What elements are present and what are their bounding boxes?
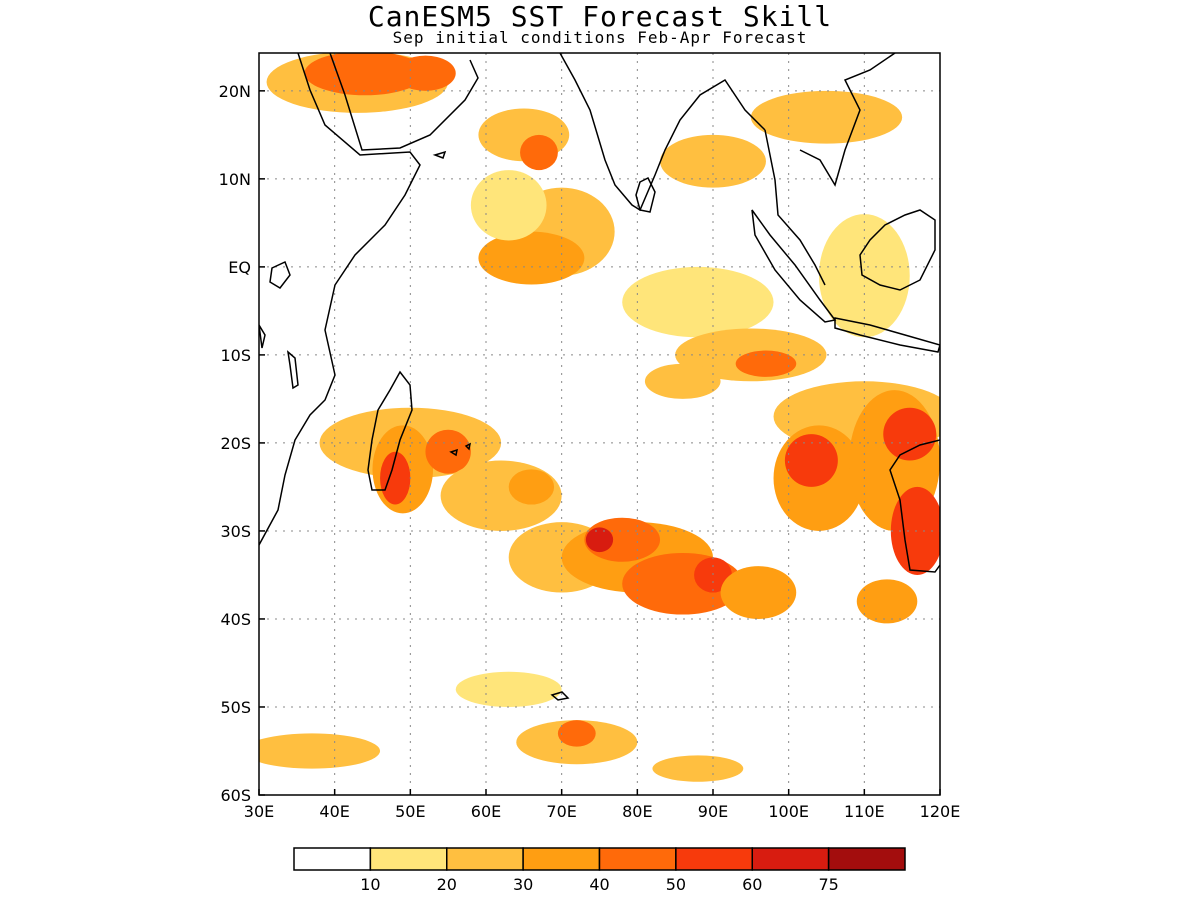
skill-patch (856, 579, 918, 624)
colorbar: 10 20 30 40 50 60 75 (293, 847, 906, 894)
borneo-coastline (859, 209, 936, 291)
colorbar-swatch (369, 847, 448, 871)
lon-tick-label: 60E (471, 802, 501, 821)
lake-tanganyika-coastline (259, 324, 266, 349)
mauritius-coastline (449, 442, 472, 457)
map-title: CanESM5 SST Forecast Skill (367, 0, 833, 33)
sumatra-coastline (751, 209, 837, 323)
africa-coastline (259, 53, 421, 546)
skill-patch (470, 170, 547, 241)
lat-tick-label: 10N (219, 170, 251, 189)
colorbar-label: 60 (742, 875, 762, 894)
lake-victoria-coastline (269, 260, 291, 289)
colorbar-swatch (598, 847, 677, 871)
lake-malawi-coastline (286, 350, 299, 390)
lat-tick-label: EQ (228, 258, 251, 277)
colorbar-swatch (446, 847, 524, 871)
colorbar-label: 10 (360, 875, 380, 894)
colorbar-swatch (751, 847, 830, 871)
colorbar-label: 75 (818, 875, 838, 894)
skill-patch (395, 55, 456, 91)
skill-patch (557, 720, 596, 747)
skill-patch (622, 266, 774, 338)
skill-patch (652, 755, 744, 782)
skill-patch (259, 733, 381, 769)
lon-tick-label: 100E (768, 802, 809, 821)
longitude-axis: 30E 40E 50E 60E 70E 80E 90E 100E 110E 120E (244, 789, 961, 821)
skill-patch (735, 350, 797, 377)
colorbar-swatch (522, 847, 601, 871)
skill-patch (585, 527, 614, 553)
coastlines (259, 53, 940, 701)
lat-tick-label: 20S (220, 434, 251, 453)
socotra-coastline (432, 150, 447, 159)
india-coastline (559, 53, 766, 212)
java-coastline (834, 317, 940, 353)
colorbar-swatch (827, 847, 906, 871)
kerguelen-coastline (550, 691, 570, 701)
lon-tick-label: 80E (622, 802, 652, 821)
skill-patch (720, 566, 797, 619)
skill-patch (304, 53, 426, 96)
lat-tick-label: 50S (220, 698, 251, 717)
lat-tick-label: 60S (220, 786, 251, 805)
lon-tick-label: 50E (395, 802, 425, 821)
lon-tick-label: 30E (244, 802, 274, 821)
lat-tick-label: 10S (220, 346, 251, 365)
graticule (259, 53, 940, 795)
map-frame (258, 52, 941, 796)
skill-patch (750, 90, 903, 144)
skill-patch (508, 469, 555, 505)
skill-patch (660, 134, 766, 188)
skill-patch (644, 363, 721, 399)
arabia-coastline (329, 53, 479, 151)
lon-tick-label: 120E (920, 802, 961, 821)
lat-tick-label: 40S (220, 610, 251, 629)
skill-patch (380, 451, 411, 505)
colorbar-label: 30 (513, 875, 533, 894)
colorbar-label: 40 (589, 875, 609, 894)
skill-patch (425, 429, 471, 474)
lon-tick-label: 70E (546, 802, 576, 821)
colorbar-swatch (675, 847, 753, 871)
map-subtitle: Sep initial conditions Feb-Apr Forecast (392, 28, 808, 47)
indochina-coastline (764, 53, 896, 286)
sri-lanka-coastline (635, 176, 656, 213)
skill-patch (890, 486, 940, 575)
colorbar-swatch (293, 847, 372, 871)
lon-tick-label: 90E (698, 802, 728, 821)
lat-tick-label: 30S (220, 522, 251, 541)
latitude-axis: 20N 10N EQ 10S 20S 30S 40S 50S 60S (219, 82, 265, 805)
skill-patch (520, 134, 558, 171)
skill-patch (455, 671, 562, 707)
lat-tick-label: 20N (219, 82, 251, 101)
madagascar-coastline (367, 370, 413, 491)
australia-coastline (889, 439, 940, 573)
lon-tick-label: 110E (844, 802, 885, 821)
skill-patch (784, 434, 838, 487)
colorbar-label: 20 (437, 875, 457, 894)
skill-patch (883, 407, 937, 461)
colorbar-label: 50 (666, 875, 686, 894)
lon-tick-label: 40E (319, 802, 349, 821)
skill-patch (478, 231, 585, 285)
